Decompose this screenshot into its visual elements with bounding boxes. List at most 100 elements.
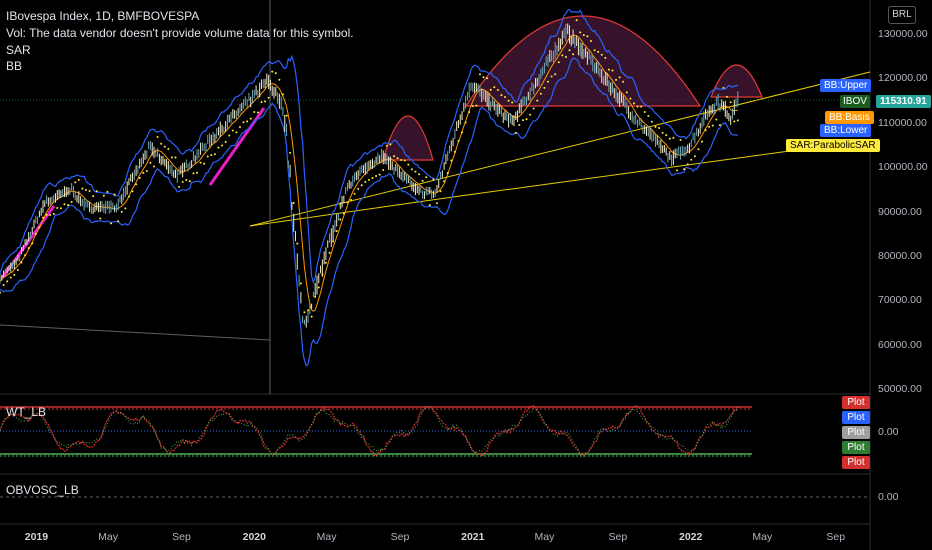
sar-dot xyxy=(142,171,145,174)
sar-dot xyxy=(99,217,102,220)
y-tick-label: 50000.00 xyxy=(878,383,922,395)
sar-dot xyxy=(149,161,152,164)
sar-dot xyxy=(127,195,130,198)
sar-dot xyxy=(364,180,367,183)
sar-dot xyxy=(124,207,127,210)
bb-indicator-label[interactable]: BB xyxy=(6,59,23,73)
sar-dot xyxy=(400,159,403,162)
sar-dot xyxy=(428,204,431,207)
sar-dot xyxy=(715,118,718,121)
sar-dot xyxy=(736,119,739,122)
sar-dot xyxy=(607,68,610,71)
sar-dot xyxy=(693,155,696,158)
sar-dot xyxy=(726,95,729,98)
obv-pane-title[interactable]: OBVOSC_LB xyxy=(6,483,79,497)
sar-dot xyxy=(256,111,259,114)
y-tick-label: 100000.00 xyxy=(878,161,928,174)
sar-dot xyxy=(131,190,134,193)
sar-dot xyxy=(106,190,109,193)
sar-dot xyxy=(385,144,388,147)
sar-dot xyxy=(2,283,5,286)
sar-dot xyxy=(561,54,564,57)
sar-dot xyxy=(195,171,198,174)
sar-dot xyxy=(84,189,87,192)
sar-dot xyxy=(382,169,385,172)
sar-dot xyxy=(550,75,553,78)
sar-indicator-label[interactable]: SAR xyxy=(6,43,31,57)
sar-dot xyxy=(113,193,116,196)
wt-pane-title[interactable]: WT_LB xyxy=(6,405,47,419)
sar-dot xyxy=(67,204,70,207)
sar-dot xyxy=(647,114,650,117)
sar-dot xyxy=(482,76,485,79)
sar-dot xyxy=(675,169,678,172)
sar-dot xyxy=(335,229,338,232)
arc-top-2020 xyxy=(382,115,434,161)
sar-dot xyxy=(153,165,156,168)
sar-dot xyxy=(661,131,664,134)
sar-dot xyxy=(59,207,62,210)
sar-dot xyxy=(188,180,191,183)
x-tick-label: 2020 xyxy=(242,531,266,543)
sar-dot xyxy=(668,137,671,140)
sar-dot xyxy=(34,232,37,235)
wt-plot-label-2: Plot xyxy=(842,411,870,424)
x-tick-label: May xyxy=(752,531,773,543)
wt-plot-label-5: Plot xyxy=(842,456,870,469)
chart-title: IBovespa Index, 1D, BMFBOVESPA xyxy=(6,9,200,23)
currency-button[interactable]: BRL xyxy=(888,6,916,24)
sar-dot xyxy=(453,150,456,153)
gray-line xyxy=(0,324,271,341)
sar-dot xyxy=(20,261,23,264)
sar-dot xyxy=(92,195,95,198)
sar-dot xyxy=(586,35,589,38)
x-tick-label: May xyxy=(534,531,555,543)
sar-dot xyxy=(213,153,216,156)
sar-dot xyxy=(174,156,177,159)
sar-dot xyxy=(267,96,270,99)
sar-dot xyxy=(156,136,159,139)
price-candles xyxy=(0,23,739,328)
sar-dot xyxy=(704,129,707,132)
sar-dot xyxy=(346,201,349,204)
last-price-label: 115310.91 xyxy=(876,95,931,108)
y-tick-label: 60000.00 xyxy=(878,338,922,351)
sar-dot xyxy=(6,280,9,283)
sar-dot xyxy=(228,134,231,137)
sar-dot xyxy=(342,212,345,215)
sar-dot xyxy=(722,86,725,89)
sar-dot xyxy=(672,136,675,139)
sar-dot xyxy=(392,155,395,158)
wt-plot-label-4: Plot xyxy=(842,441,870,454)
volume-note: Vol: The data vendor doesn't provide vol… xyxy=(6,26,354,40)
sar-dot xyxy=(70,200,73,203)
sar-dot xyxy=(203,162,206,165)
sar-dot xyxy=(41,216,44,219)
sar-dot xyxy=(640,105,643,108)
sar-dot xyxy=(615,78,618,81)
sar-dot xyxy=(439,190,442,193)
sar-dot xyxy=(686,163,689,166)
sar-dot xyxy=(496,88,499,91)
sar-dot xyxy=(718,124,721,127)
sar-dot xyxy=(658,127,661,130)
sar-dot xyxy=(246,120,249,123)
sar-dot xyxy=(604,56,607,59)
x-tick-label: May xyxy=(98,531,118,543)
sar-dot xyxy=(324,261,327,264)
sar-dot xyxy=(371,176,374,179)
wt-pane xyxy=(0,404,752,458)
sar-dot xyxy=(579,31,582,34)
sar-dot xyxy=(317,286,320,289)
sar-dot xyxy=(690,158,693,161)
sar-dot xyxy=(210,154,213,157)
sar-dot xyxy=(13,273,16,276)
ibov-symbol-label: IBOV xyxy=(840,95,870,108)
sar-dot xyxy=(217,146,220,149)
sar-dot xyxy=(110,222,113,225)
sar-dot xyxy=(500,94,503,97)
sar-dot xyxy=(697,148,700,151)
sar-dot xyxy=(88,189,91,192)
upper-trendline xyxy=(249,71,871,227)
